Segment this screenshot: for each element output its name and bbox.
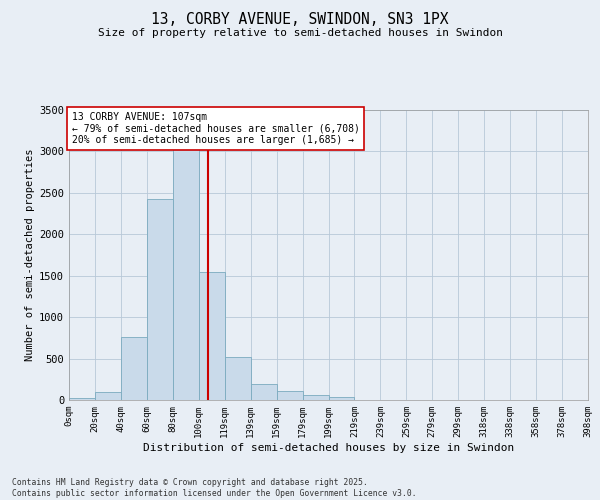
X-axis label: Distribution of semi-detached houses by size in Swindon: Distribution of semi-detached houses by … bbox=[143, 442, 514, 452]
Bar bbox=[329, 397, 355, 400]
Bar bbox=[251, 384, 277, 400]
Text: Size of property relative to semi-detached houses in Swindon: Size of property relative to semi-detach… bbox=[97, 28, 503, 38]
Bar bbox=[69, 398, 95, 400]
Bar bbox=[199, 272, 224, 400]
Text: 13 CORBY AVENUE: 107sqm
← 79% of semi-detached houses are smaller (6,708)
20% of: 13 CORBY AVENUE: 107sqm ← 79% of semi-de… bbox=[71, 112, 359, 145]
Bar bbox=[147, 200, 173, 400]
Bar bbox=[121, 337, 147, 400]
Y-axis label: Number of semi-detached properties: Number of semi-detached properties bbox=[25, 149, 35, 361]
Bar bbox=[225, 357, 251, 400]
Bar bbox=[95, 392, 121, 400]
Bar bbox=[277, 392, 302, 400]
Bar bbox=[173, 128, 199, 400]
Text: 13, CORBY AVENUE, SWINDON, SN3 1PX: 13, CORBY AVENUE, SWINDON, SN3 1PX bbox=[151, 12, 449, 28]
Bar bbox=[302, 396, 329, 400]
Text: Contains HM Land Registry data © Crown copyright and database right 2025.
Contai: Contains HM Land Registry data © Crown c… bbox=[12, 478, 416, 498]
